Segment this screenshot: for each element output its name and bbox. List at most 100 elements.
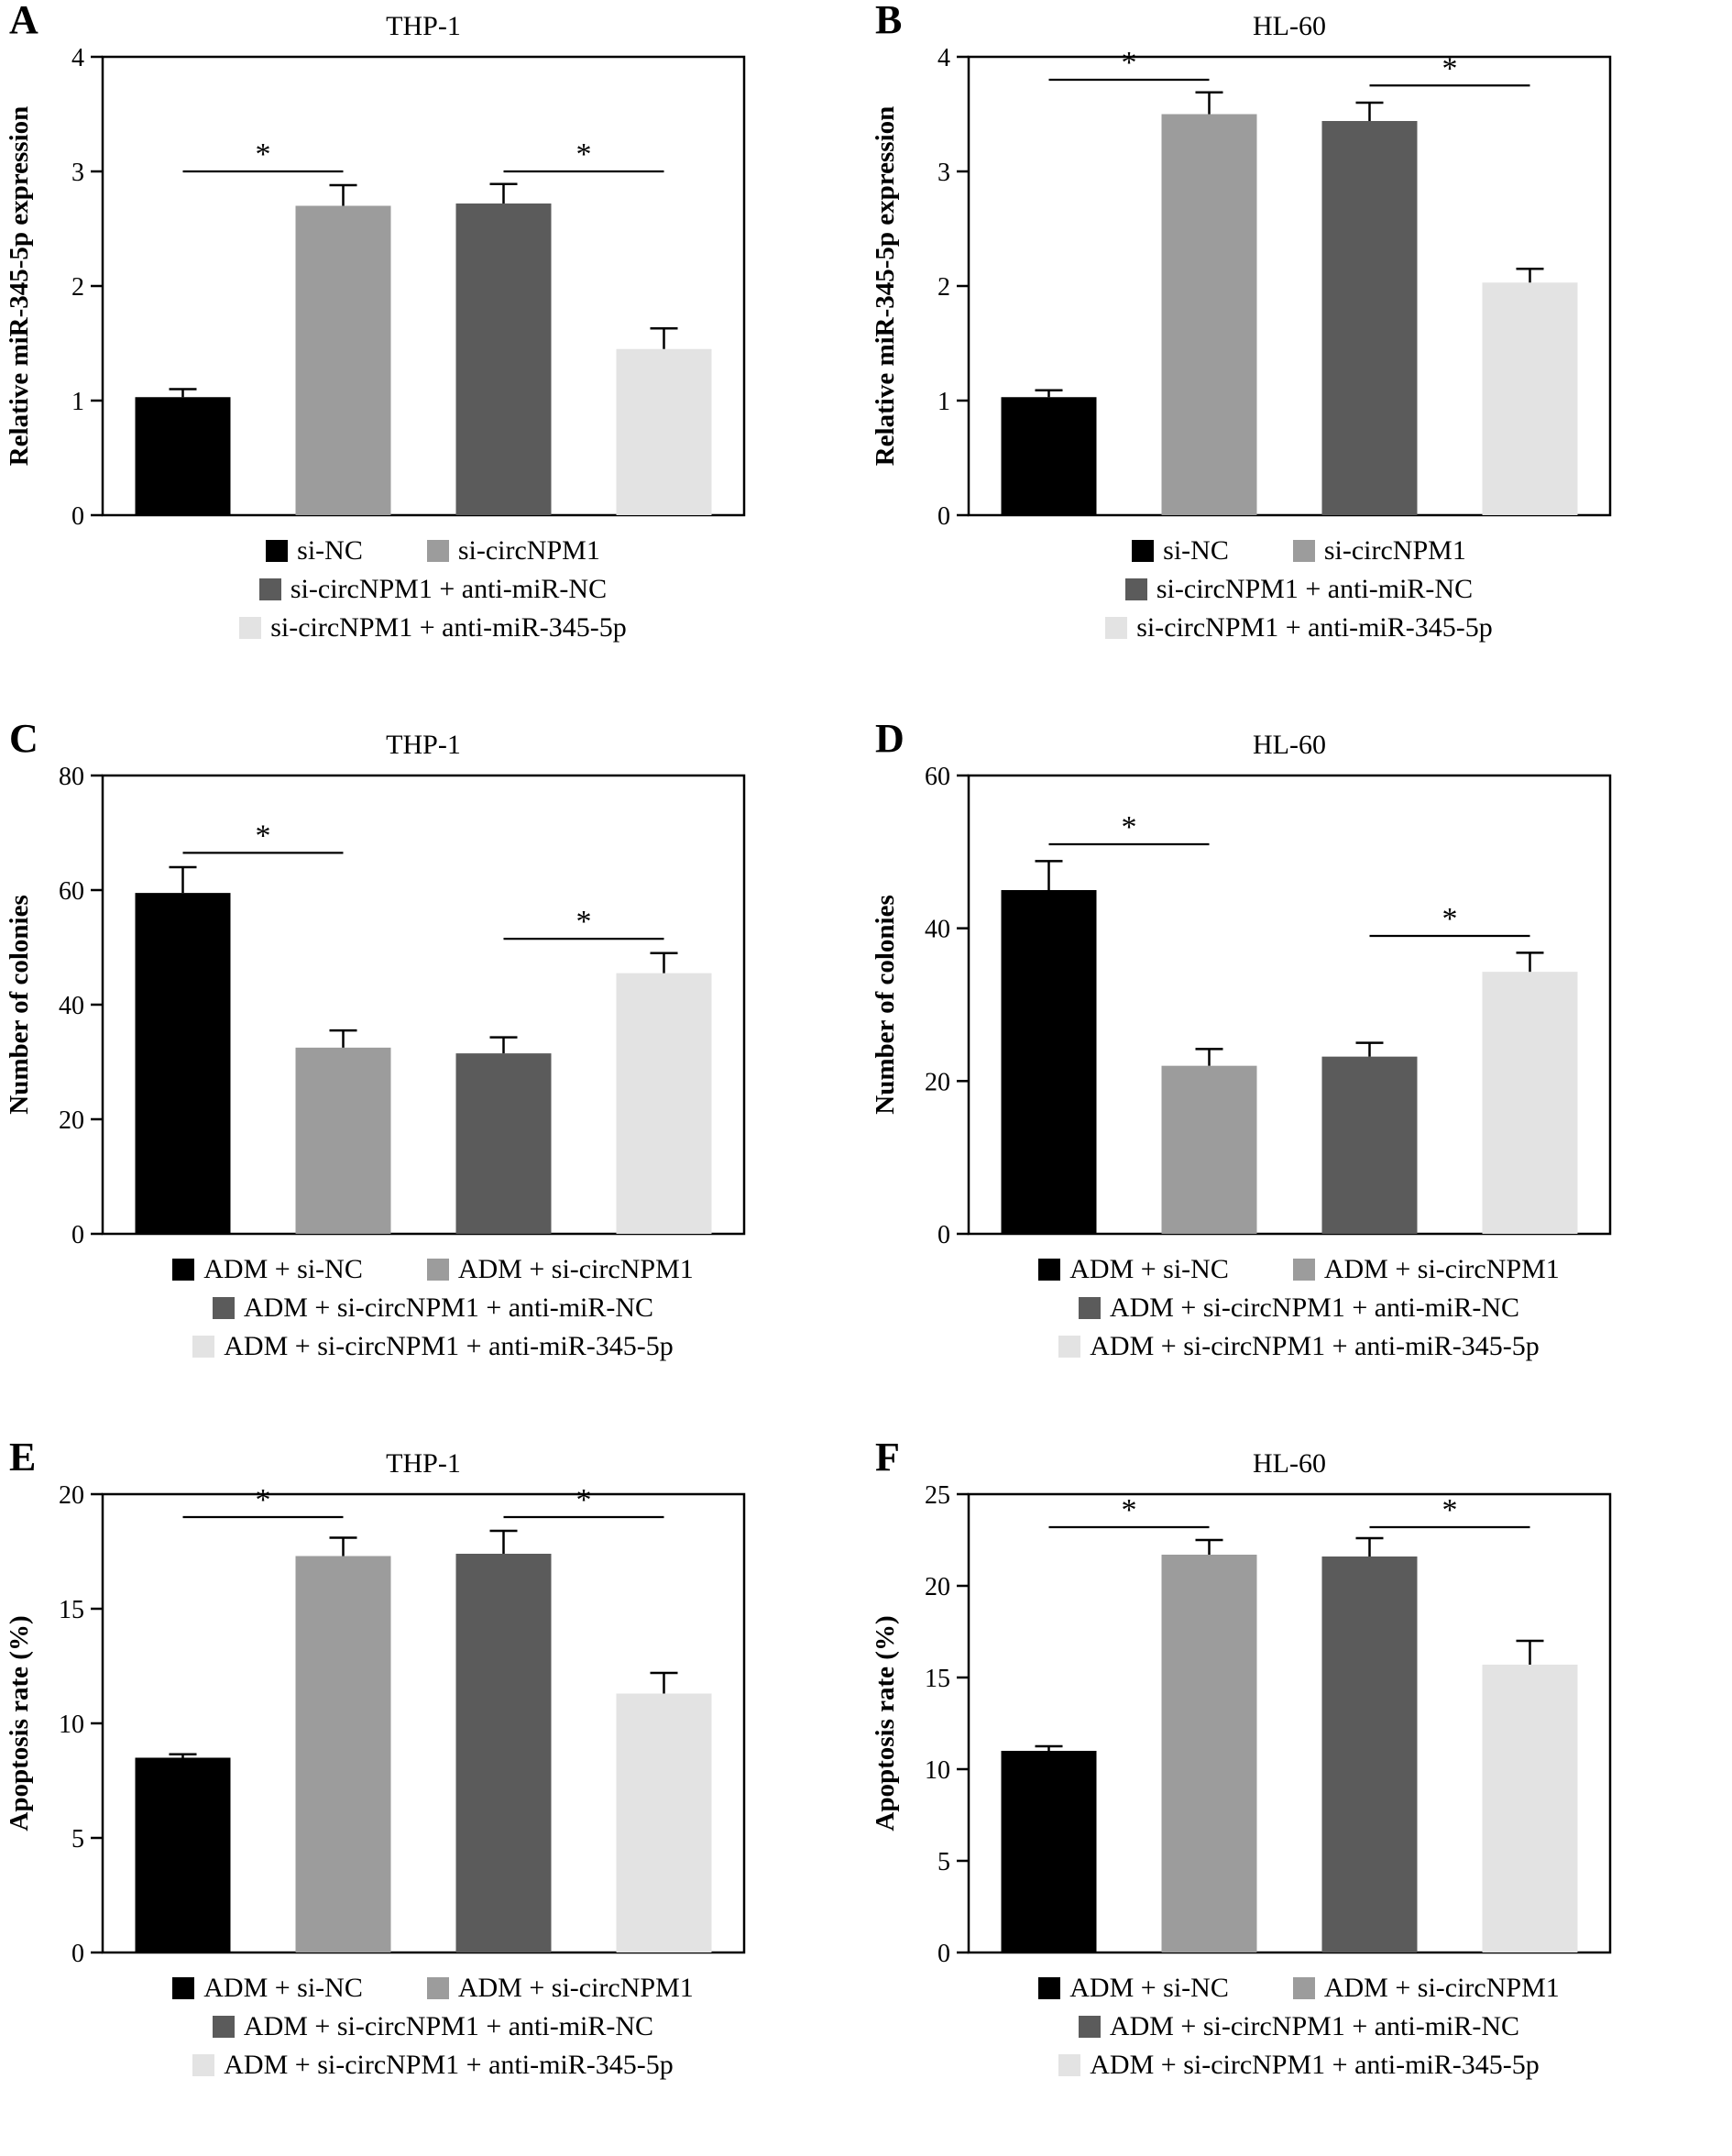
bar bbox=[616, 348, 712, 515]
legend-swatch bbox=[1058, 2054, 1081, 2076]
legend-label: si-circNPM1 bbox=[457, 535, 600, 566]
legend-label: ADM + si-circNPM1 + anti-miR-345-5p bbox=[224, 2050, 674, 2080]
chart-title: THP-1 bbox=[386, 1448, 461, 1479]
legend-item: si-circNPM1 + anti-miR-345-5p bbox=[239, 609, 627, 647]
legend-label: ADM + si-NC bbox=[1069, 1973, 1229, 2003]
y-tick-label: 60 bbox=[59, 877, 84, 906]
bar bbox=[1161, 114, 1257, 515]
legend-item: si-circNPM1 bbox=[426, 532, 600, 570]
legend-label: ADM + si-circNPM1 bbox=[1323, 1973, 1560, 2003]
y-tick-label: 20 bbox=[59, 1106, 84, 1135]
legend-label: ADM + si-circNPM1 + anti-miR-NC bbox=[243, 1292, 654, 1323]
legend-item: ADM + si-circNPM1 + anti-miR-345-5p bbox=[192, 2046, 674, 2084]
legend-label: si-NC bbox=[1163, 535, 1229, 566]
legend-swatch bbox=[1038, 1977, 1061, 1999]
legend-row: si-NC si-circNPM1 bbox=[866, 532, 1732, 570]
legend-item: si-NC bbox=[266, 532, 363, 570]
legend-swatch bbox=[172, 1977, 195, 1999]
legend-row: ADM + si-circNPM1 + anti-miR-NC bbox=[866, 2008, 1732, 2046]
chart-title: HL-60 bbox=[1253, 730, 1326, 760]
legend-item: ADM + si-circNPM1 + anti-miR-345-5p bbox=[192, 1327, 674, 1366]
bar bbox=[1321, 1056, 1418, 1234]
legend-swatch bbox=[1292, 1259, 1315, 1281]
legend-swatch bbox=[212, 2016, 235, 2038]
legend: ADM + si-NC ADM + si-circNPM1 ADM + si-cir… bbox=[0, 1250, 866, 1366]
y-tick-label: 0 bbox=[937, 1221, 950, 1248]
y-tick-label: 20 bbox=[925, 1068, 950, 1096]
chart-panel: D HL-60 0 20 40 60 * * Number of colonies ADM … bbox=[866, 719, 1732, 1437]
significance-star: * bbox=[1122, 48, 1137, 80]
legend-row: ADM + si-circNPM1 + anti-miR-NC bbox=[0, 1289, 866, 1327]
chart-title: THP-1 bbox=[386, 730, 461, 760]
legend-label: ADM + si-NC bbox=[203, 1254, 363, 1284]
legend-swatch bbox=[1105, 617, 1128, 639]
legend-swatch bbox=[1078, 2016, 1101, 2038]
panel-letter: F bbox=[875, 1435, 900, 1480]
bar bbox=[1001, 890, 1097, 1234]
y-tick-label: 1 bbox=[71, 388, 84, 416]
bar bbox=[1001, 397, 1097, 515]
y-tick-label: 3 bbox=[71, 159, 84, 187]
y-tick-label: 2 bbox=[71, 273, 84, 302]
legend: si-NC si-circNPM1 si-circNPM1 + anti-miR-N… bbox=[866, 532, 1732, 647]
legend-label: si-circNPM1 + anti-miR-NC bbox=[290, 574, 608, 604]
legend-swatch bbox=[1292, 1977, 1315, 1999]
bar-chart: 0 5 10 15 20 25 * * Apoptosis rate (%) bbox=[871, 1485, 1612, 1966]
legend-swatch bbox=[1058, 1336, 1081, 1358]
legend-item: si-circNPM1 bbox=[1292, 532, 1466, 570]
legend-swatch bbox=[212, 1297, 235, 1319]
legend: ADM + si-NC ADM + si-circNPM1 ADM + si-cir… bbox=[0, 1969, 866, 2084]
panel-letter: D bbox=[875, 716, 904, 761]
legend-label: si-circNPM1 bbox=[1323, 535, 1466, 566]
bar bbox=[1482, 1665, 1578, 1952]
legend-swatch bbox=[172, 1259, 195, 1281]
bar bbox=[135, 1757, 231, 1952]
panel-letter: B bbox=[875, 0, 903, 42]
y-tick-label: 10 bbox=[925, 1756, 950, 1785]
panel-letter: C bbox=[9, 716, 38, 761]
bar bbox=[135, 397, 231, 515]
chart-title: HL-60 bbox=[1253, 11, 1326, 41]
legend-row: ADM + si-circNPM1 + anti-miR-345-5p bbox=[866, 2046, 1732, 2084]
y-tick-label: 5 bbox=[71, 1825, 84, 1854]
legend-row: ADM + si-circNPM1 + anti-miR-345-5p bbox=[0, 1327, 866, 1366]
chart-title: HL-60 bbox=[1253, 1448, 1326, 1479]
legend-label: ADM + si-NC bbox=[203, 1973, 363, 2003]
y-tick-label: 60 bbox=[925, 766, 950, 791]
significance-star: * bbox=[1442, 902, 1458, 936]
y-tick-label: 3 bbox=[937, 159, 950, 187]
legend-label: ADM + si-circNPM1 + anti-miR-345-5p bbox=[224, 1331, 674, 1361]
y-axis-label: Number of colonies bbox=[871, 895, 900, 1115]
legend-item: ADM + si-circNPM1 + anti-miR-345-5p bbox=[1058, 2046, 1540, 2084]
bar-chart: 0 1 2 3 4 * * Relative miR-345-5p expression bbox=[871, 48, 1612, 529]
bar bbox=[295, 205, 391, 515]
chart-panel: F HL-60 0 5 10 15 20 25 * * Apoptosis rate (%) A… bbox=[866, 1437, 1732, 2156]
bar-chart: 0 20 40 60 * * Number of colonies bbox=[871, 766, 1612, 1248]
y-axis-label: Number of colonies bbox=[5, 895, 34, 1115]
y-axis-label: Apoptosis rate (%) bbox=[5, 1615, 34, 1831]
legend-swatch bbox=[1038, 1259, 1061, 1281]
y-tick-label: 40 bbox=[925, 916, 950, 944]
legend-label: ADM + si-circNPM1 + anti-miR-NC bbox=[1109, 2011, 1520, 2041]
significance-star: * bbox=[1122, 1493, 1137, 1527]
y-tick-label: 15 bbox=[925, 1665, 950, 1693]
legend-swatch bbox=[426, 540, 449, 562]
legend-item: ADM + si-circNPM1 bbox=[1292, 1250, 1560, 1289]
legend-label: ADM + si-circNPM1 bbox=[457, 1973, 694, 2003]
y-axis-label: Relative miR-345-5p expression bbox=[5, 106, 34, 467]
legend-label: ADM + si-NC bbox=[1069, 1254, 1229, 1284]
legend-label: ADM + si-circNPM1 + anti-miR-345-5p bbox=[1090, 2050, 1540, 2080]
legend-item: si-NC bbox=[1132, 532, 1229, 570]
legend-label: si-circNPM1 + anti-miR-345-5p bbox=[1136, 612, 1493, 643]
y-tick-label: 20 bbox=[925, 1573, 950, 1601]
y-tick-label: 0 bbox=[937, 502, 950, 529]
legend-row: si-NC si-circNPM1 bbox=[0, 532, 866, 570]
legend-row: si-circNPM1 + anti-miR-NC bbox=[866, 570, 1732, 609]
bar bbox=[295, 1556, 391, 1952]
y-tick-label: 80 bbox=[59, 766, 84, 791]
legend-item: ADM + si-circNPM1 + anti-miR-NC bbox=[1078, 2008, 1520, 2046]
legend-row: ADM + si-NC ADM + si-circNPM1 bbox=[866, 1969, 1732, 2008]
legend-item: ADM + si-circNPM1 + anti-miR-NC bbox=[212, 1289, 654, 1327]
y-tick-label: 0 bbox=[71, 1940, 84, 1966]
y-tick-label: 0 bbox=[71, 1221, 84, 1248]
